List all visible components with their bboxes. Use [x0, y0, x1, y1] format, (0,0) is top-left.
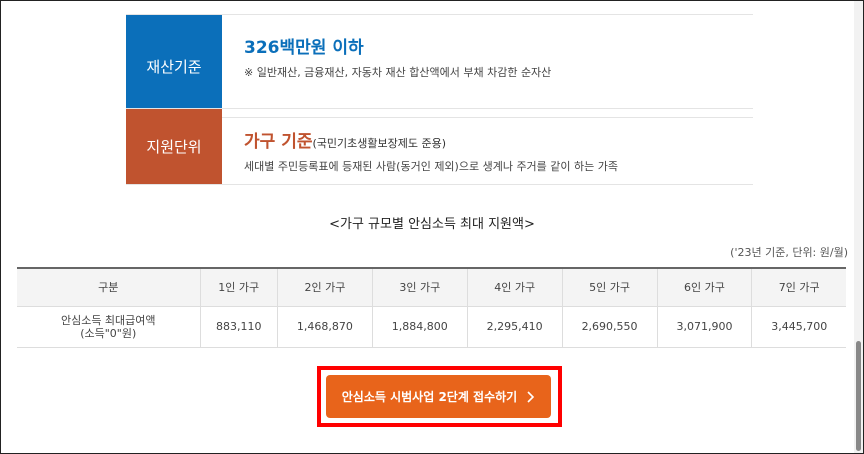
value-cell: 3,071,900 [656, 306, 752, 348]
header-cell: 3인 가구 [371, 267, 468, 307]
table-row: 안심소득 최대급여액 (소득"0"원) 883,110 1,468,870 1,8… [17, 306, 846, 348]
header-cell: 4인 가구 [466, 267, 563, 307]
header-cell: 7인 가구 [751, 267, 846, 307]
value-cell: 883,110 [199, 306, 278, 348]
header-cell: 6인 가구 [656, 267, 752, 307]
support-table: 구분 1인 가구 2인 가구 3인 가구 4인 가구 5인 가구 6인 가구 7… [17, 267, 846, 348]
row-label: 안심소득 최대급여액 (소득"0"원) [17, 306, 200, 348]
value-cell: 1,884,800 [371, 306, 468, 348]
value-cell: 2,295,410 [466, 306, 563, 348]
highlight-outline [317, 366, 562, 427]
chevron-right-icon [527, 390, 535, 403]
support-unit-card: 지원단위 가구 기준(국민기초생활보장제도 준용) 세대별 주민등록표에 등재된… [126, 108, 753, 185]
card-label: 재산기준 [126, 15, 222, 117]
unit-note: ('23년 기준, 단위: 원/월) [730, 246, 848, 259]
scrollbar[interactable] [854, 1, 863, 453]
value-cell: 1,468,870 [276, 306, 373, 348]
header-cell: 1인 가구 [199, 267, 278, 307]
table-header-row: 구분 1인 가구 2인 가구 3인 가구 4인 가구 5인 가구 6인 가구 7… [17, 267, 846, 307]
card-headline: 326백만원 이하 [244, 38, 364, 58]
asset-criteria-card: 재산기준 326백만원 이하 ※ 일반재산, 금융재산, 자동차 재산 합산액에… [126, 14, 753, 118]
row-label-line: (소득"0"원) [80, 326, 137, 340]
scrollbar-thumb[interactable] [856, 341, 861, 451]
card-headline: 가구 기준 [244, 132, 313, 152]
card-desc: ※ 일반재산, 금융재산, 자동차 재산 합산액에서 부채 차감한 순자산 [244, 66, 552, 79]
header-cell: 5인 가구 [561, 267, 657, 307]
button-label: 안심소득 시범사업 2단계 접수하기 [341, 390, 518, 404]
header-cell: 2인 가구 [276, 267, 373, 307]
value-cell: 2,690,550 [561, 306, 657, 348]
row-label-line: 안심소득 최대급여액 [60, 313, 156, 327]
card-headline-note: (국민기초생활보장제도 준용) [312, 137, 447, 150]
header-cell: 구분 [17, 267, 200, 307]
table-title: <가구 규모별 안심소득 최대 지원액> [329, 217, 535, 232]
apply-phase2-button[interactable]: 안심소득 시범사업 2단계 접수하기 [326, 375, 551, 418]
card-label: 지원단위 [126, 109, 222, 184]
value-cell: 3,445,700 [751, 306, 846, 348]
card-desc: 세대별 주민등록표에 등재된 사람(동거인 제외)으로 생계나 주거를 같이 하… [244, 160, 619, 173]
